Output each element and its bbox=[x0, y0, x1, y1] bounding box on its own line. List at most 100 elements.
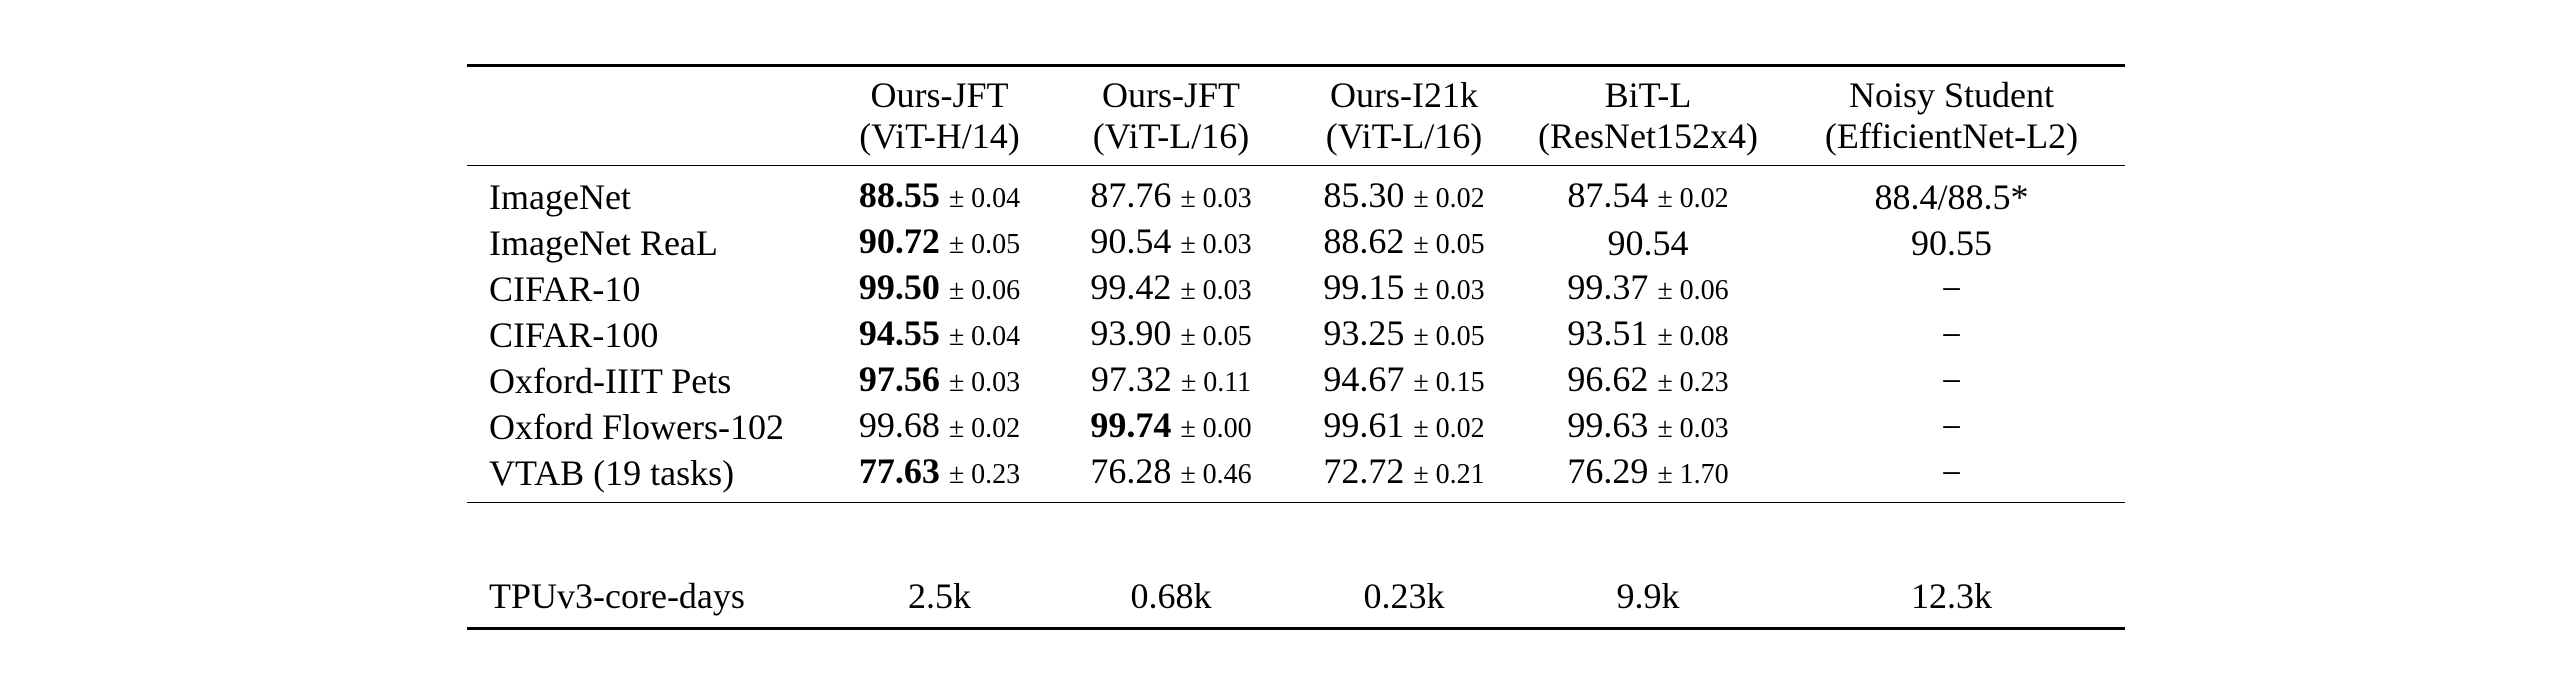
score-value: 99.37 bbox=[1567, 267, 1648, 307]
bottom-rule bbox=[467, 629, 2125, 692]
score-value: 72.72 bbox=[1323, 451, 1404, 491]
column-header-model: (ViT-L/16) bbox=[1290, 116, 1518, 166]
header-row-names: Ours-JFT Ours-JFT Ours-I21k BiT-L Noisy … bbox=[467, 67, 2125, 116]
score-cell: − bbox=[1778, 450, 2125, 503]
score-cell: 97.32 ± 0.11 bbox=[1052, 358, 1290, 404]
results-table: Ours-JFT Ours-JFT Ours-I21k BiT-L Noisy … bbox=[467, 64, 2125, 692]
score-value: 99.50 bbox=[859, 267, 940, 307]
compute-cell: 0.23k bbox=[1290, 565, 1518, 629]
score-stddev: ± 0.21 bbox=[1413, 459, 1484, 490]
score-cell: 72.72 ± 0.21 bbox=[1290, 450, 1518, 503]
score-value: 99.15 bbox=[1323, 267, 1404, 307]
score-value: 76.28 bbox=[1090, 451, 1171, 491]
score-stddev: ± 0.06 bbox=[949, 275, 1020, 306]
score-stddev: ± 0.15 bbox=[1413, 367, 1484, 398]
score-value: 99.61 bbox=[1323, 405, 1404, 445]
score-value: 90.55 bbox=[1911, 223, 1992, 263]
footer-rule bbox=[467, 503, 2125, 566]
score-cell: 99.42 ± 0.03 bbox=[1052, 266, 1290, 312]
score-value: 97.32 bbox=[1091, 359, 1172, 399]
score-cell: 99.50 ± 0.06 bbox=[827, 266, 1052, 312]
score-value: 88.4/88.5* bbox=[1874, 177, 2028, 217]
row-label: Oxford Flowers-102 bbox=[467, 404, 827, 450]
score-value: − bbox=[1941, 269, 1961, 309]
score-cell: 94.67 ± 0.15 bbox=[1290, 358, 1518, 404]
score-cell: 88.4/88.5* bbox=[1778, 166, 2125, 220]
score-value: 94.67 bbox=[1323, 359, 1404, 399]
score-value: 85.30 bbox=[1323, 175, 1404, 215]
row-label: Oxford-IIIT Pets bbox=[467, 358, 827, 404]
score-value: 87.76 bbox=[1090, 175, 1171, 215]
score-stddev: ± 1.70 bbox=[1657, 459, 1728, 490]
score-value: 99.68 bbox=[859, 405, 940, 445]
score-cell: 93.51 ± 0.08 bbox=[1518, 312, 1778, 358]
score-stddev: ± 0.03 bbox=[949, 367, 1020, 398]
score-stddev: ± 0.05 bbox=[949, 229, 1020, 260]
score-cell: − bbox=[1778, 404, 2125, 450]
score-stddev: ± 0.02 bbox=[1413, 183, 1484, 214]
score-value: − bbox=[1941, 361, 1961, 401]
score-cell: 96.62 ± 0.23 bbox=[1518, 358, 1778, 404]
column-header-model: (EfficientNet-L2) bbox=[1778, 116, 2125, 166]
row-label: TPUv3-core-days bbox=[467, 565, 827, 629]
row-label: VTAB (19 tasks) bbox=[467, 450, 827, 503]
table-row: Oxford Flowers-102 99.68 ± 0.02 99.74 ± 0.… bbox=[467, 404, 2125, 450]
score-value: 93.90 bbox=[1090, 313, 1171, 353]
score-value: 99.63 bbox=[1567, 405, 1648, 445]
score-stddev: ± 0.05 bbox=[1413, 229, 1484, 260]
score-value: 77.63 bbox=[859, 451, 940, 491]
score-cell: − bbox=[1778, 358, 2125, 404]
row-label: ImageNet ReaL bbox=[467, 220, 827, 266]
score-cell: 99.37 ± 0.06 bbox=[1518, 266, 1778, 312]
score-stddev: ± 0.08 bbox=[1657, 321, 1728, 352]
score-value: 94.55 bbox=[859, 313, 940, 353]
score-stddev: ± 0.02 bbox=[1657, 183, 1728, 214]
score-value: 90.54 bbox=[1608, 223, 1689, 263]
score-stddev: ± 0.03 bbox=[1180, 183, 1251, 214]
score-cell: 88.55 ± 0.04 bbox=[827, 166, 1052, 220]
score-cell: 97.56 ± 0.03 bbox=[827, 358, 1052, 404]
score-cell: 90.54 ± 0.03 bbox=[1052, 220, 1290, 266]
score-stddev: ± 0.03 bbox=[1180, 229, 1251, 260]
score-value: 99.42 bbox=[1090, 267, 1171, 307]
compute-cell: 0.68k bbox=[1052, 565, 1290, 629]
score-stddev: ± 0.03 bbox=[1657, 413, 1728, 444]
score-stddev: ± 0.11 bbox=[1181, 367, 1251, 398]
row-label: ImageNet bbox=[467, 166, 827, 220]
score-cell: 76.28 ± 0.46 bbox=[1052, 450, 1290, 503]
score-stddev: ± 0.02 bbox=[1413, 413, 1484, 444]
table-footer: TPUv3-core-days 2.5k 0.68k 0.23k 9.9k 12… bbox=[467, 503, 2125, 692]
header-row-models: (ViT-H/14) (ViT-L/16) (ViT-L/16) (ResNet… bbox=[467, 116, 2125, 166]
score-cell: 90.72 ± 0.05 bbox=[827, 220, 1052, 266]
header-empty-cell bbox=[467, 67, 827, 116]
column-header-model: (ViT-L/16) bbox=[1052, 116, 1290, 166]
score-stddev: ± 0.23 bbox=[949, 459, 1020, 490]
score-stddev: ± 0.05 bbox=[1180, 321, 1251, 352]
score-value: 88.55 bbox=[859, 175, 940, 215]
row-label: CIFAR-10 bbox=[467, 266, 827, 312]
score-cell: 99.15 ± 0.03 bbox=[1290, 266, 1518, 312]
score-value: 90.54 bbox=[1090, 221, 1171, 261]
score-cell: 93.90 ± 0.05 bbox=[1052, 312, 1290, 358]
score-cell: 88.62 ± 0.05 bbox=[1290, 220, 1518, 266]
score-stddev: ± 0.46 bbox=[1180, 459, 1251, 490]
score-value: − bbox=[1941, 315, 1961, 355]
score-cell: − bbox=[1778, 266, 2125, 312]
score-stddev: ± 0.03 bbox=[1180, 275, 1251, 306]
score-stddev: ± 0.06 bbox=[1657, 275, 1728, 306]
score-value: 97.56 bbox=[859, 359, 940, 399]
score-value: 93.25 bbox=[1323, 313, 1404, 353]
score-cell: 77.63 ± 0.23 bbox=[827, 450, 1052, 503]
score-value: 96.62 bbox=[1567, 359, 1648, 399]
score-value: − bbox=[1941, 407, 1961, 447]
header-empty-cell bbox=[467, 116, 827, 166]
score-value: 99.74 bbox=[1090, 405, 1171, 445]
column-header-model: (ViT-H/14) bbox=[827, 116, 1052, 166]
score-stddev: ± 0.05 bbox=[1413, 321, 1484, 352]
compute-cell: 12.3k bbox=[1778, 565, 2125, 629]
score-cell: 85.30 ± 0.02 bbox=[1290, 166, 1518, 220]
score-cell: 87.76 ± 0.03 bbox=[1052, 166, 1290, 220]
score-stddev: ± 0.04 bbox=[949, 321, 1020, 352]
